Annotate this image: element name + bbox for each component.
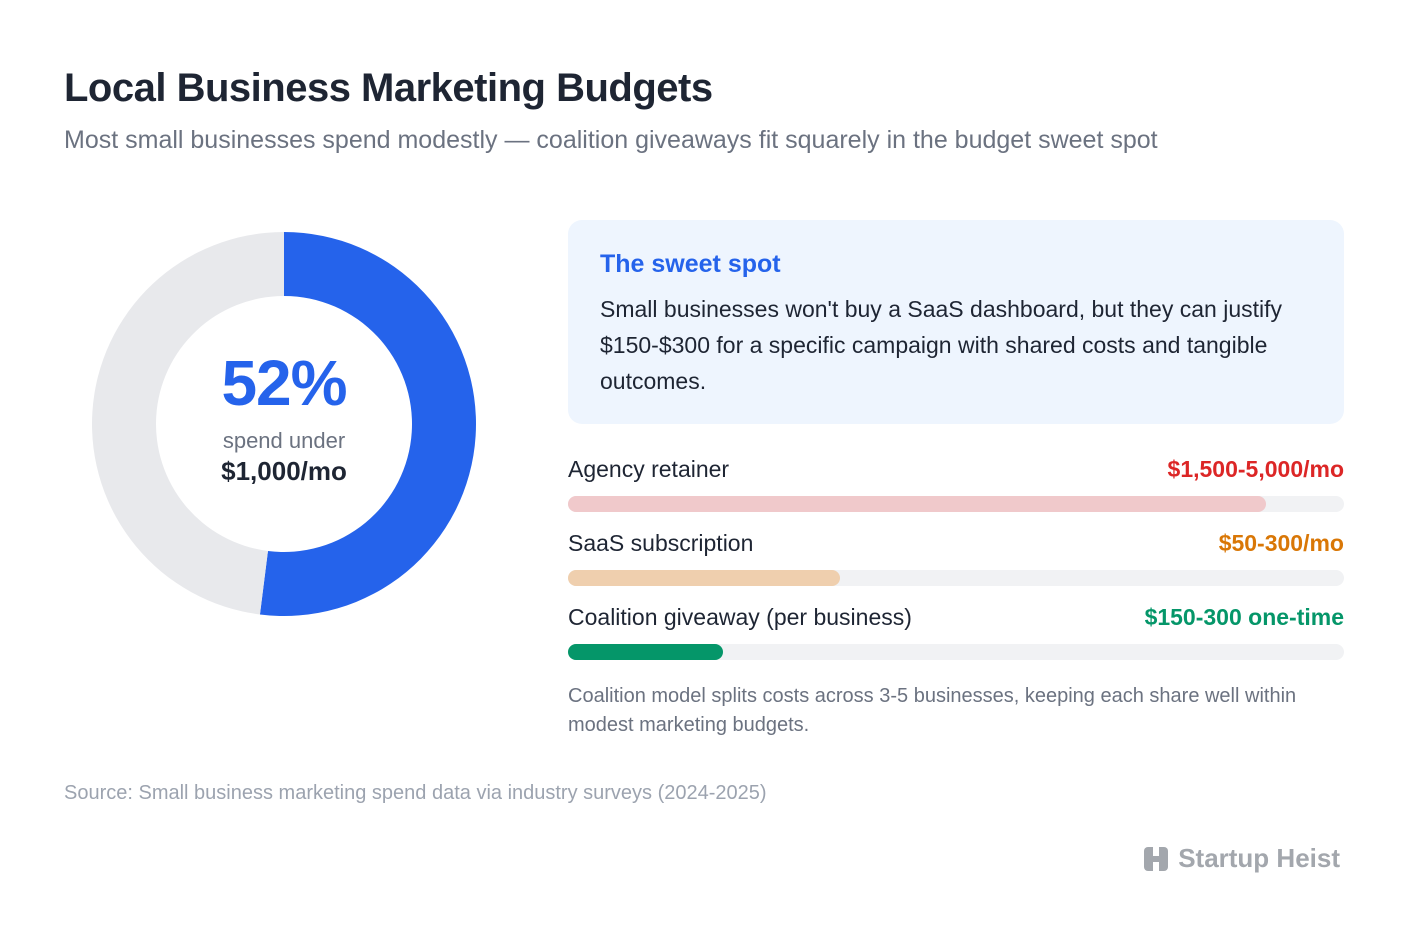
bar-value-coalition: $150-300 one-time — [1144, 604, 1344, 630]
donut-center: 52% spend under $1,000/mo — [92, 232, 476, 616]
bar-track-agency — [568, 496, 1344, 512]
bar-row-agency: Agency retainer $1,500-5,000/mo — [568, 456, 1344, 512]
sweet-spot-callout: The sweet spot Small businesses won't bu… — [568, 220, 1344, 424]
brand-name: Startup Heist — [1178, 843, 1340, 873]
bar-label-coalition: Coalition giveaway (per business) — [568, 604, 912, 630]
donut-slice-rest — [92, 232, 284, 615]
donut-center-threshold: $1,000/mo — [221, 455, 347, 486]
bar-row-saas: SaaS subscription $50-300/mo — [568, 530, 1344, 586]
bar-track-saas — [568, 570, 1344, 586]
bar-value-saas: $50-300/mo — [1218, 530, 1344, 556]
donut-chart: 52% spend under $1,000/mo — [92, 232, 476, 616]
donut-center-label: spend under — [222, 427, 346, 453]
donut-svg — [92, 232, 476, 616]
source-line: Source: Small business marketing spend d… — [64, 782, 767, 804]
footnote: Coalition model splits costs across 3-5 … — [568, 685, 1297, 736]
callout-title: The sweet spot — [600, 250, 781, 278]
bar-value-agency: $1,500-5,000/mo — [1167, 456, 1344, 482]
bar-row-coalition: Coalition giveaway (per business) $150-3… — [568, 604, 1344, 660]
page-title: Local Business Marketing Budgets — [64, 66, 713, 110]
page-subtitle: Most small businesses spend modestly — c… — [64, 126, 1158, 154]
donut-center-value: 52% — [221, 346, 347, 419]
bar-track-coalition — [568, 644, 1344, 660]
brand-logo: Startup Heist — [1142, 843, 1340, 874]
donut-slice-under-1000 — [259, 232, 476, 616]
callout-text: Small businesses won't buy a SaaS dashbo… — [600, 296, 1283, 394]
bar-fill-coalition — [568, 644, 723, 660]
bar-label-saas: SaaS subscription — [568, 530, 754, 556]
bar-fill-saas — [568, 570, 840, 586]
bar-fill-agency — [568, 496, 1266, 512]
startup-heist-logo-icon — [1144, 846, 1169, 871]
bar-label-agency: Agency retainer — [568, 456, 730, 482]
